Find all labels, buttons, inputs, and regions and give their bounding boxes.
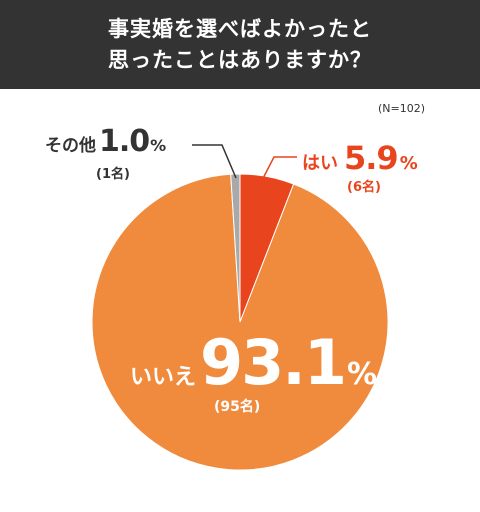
label-yes-unit: %: [399, 153, 418, 174]
label-other: その他 1.0%: [45, 127, 166, 157]
label-other-unit: %: [150, 136, 167, 155]
label-yes-percent: 5.9: [344, 139, 399, 177]
label-no-name: いいえ: [130, 365, 197, 390]
leader-line-yes: [257, 156, 297, 189]
label-other-name: その他: [45, 136, 96, 156]
label-no: いいえ93.1%: [130, 332, 377, 394]
label-yes-count: (6名): [347, 180, 381, 195]
label-no-count: (95名): [214, 399, 261, 415]
sample-size-note: (N=102): [378, 102, 426, 115]
leader-line-other: [192, 144, 237, 179]
label-yes: はい 5.9%: [302, 142, 418, 174]
label-no-percent: 93.1: [200, 326, 347, 399]
label-other-percent: 1.0: [99, 124, 150, 159]
pie-slice-no: [91, 173, 389, 471]
chart-title-line-2: 思ったことはありますか？: [108, 47, 372, 72]
label-no-unit: %: [347, 357, 378, 392]
chart-header: 事実婚を選べばよかったと 思ったことはありますか？: [0, 0, 480, 89]
pie-slice-other: [230, 173, 241, 323]
label-yes-name: はい: [302, 153, 338, 174]
label-other-count: (1名): [96, 167, 130, 182]
chart-title-line-1: 事実婚を選べばよかったと: [108, 16, 372, 41]
